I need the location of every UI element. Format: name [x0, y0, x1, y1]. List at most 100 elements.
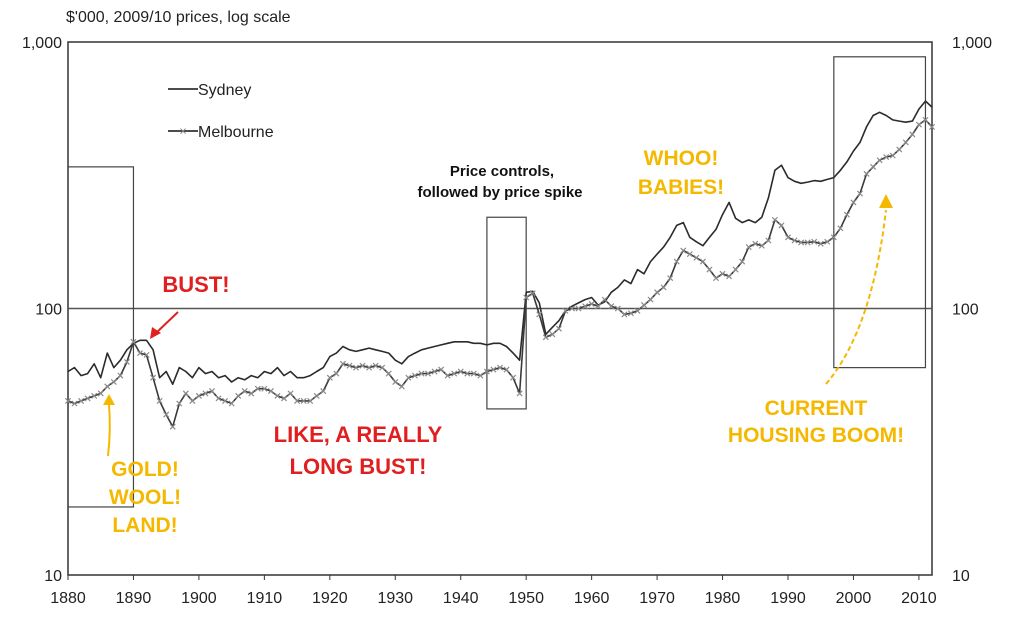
melbourne-point — [680, 247, 687, 254]
melbourne-point — [771, 216, 778, 223]
melbourne-point — [523, 294, 530, 301]
x-tick-label: 1970 — [639, 590, 675, 607]
price-controls-line-1: Price controls, — [450, 163, 554, 180]
babies-line-2: BABIES! — [638, 176, 724, 199]
melbourne-point — [143, 351, 150, 358]
boom-line-2: HOUSING BOOM! — [728, 424, 904, 447]
melbourne-point — [261, 385, 268, 392]
annotation-boxes — [67, 56, 927, 508]
melbourne-point — [457, 368, 464, 375]
melbourne-point — [928, 123, 936, 130]
melbourne-point — [385, 370, 392, 377]
melbourne-point — [817, 240, 824, 247]
melbourne-point — [496, 364, 504, 371]
melbourne-point — [706, 266, 713, 273]
melbourne-point — [352, 364, 360, 371]
melbourne-point — [640, 302, 648, 309]
melbourne-point — [366, 364, 373, 371]
melbourne-point — [405, 374, 412, 381]
gold-arrow — [107, 403, 111, 457]
melbourne-point — [392, 378, 399, 386]
melbourne-point — [614, 305, 621, 312]
melbourne-point — [104, 383, 111, 390]
melbourne-point — [346, 362, 353, 369]
legend: Sydney × Melbourne — [168, 82, 274, 141]
melbourne-point — [333, 370, 340, 377]
melbourne-point — [182, 390, 189, 397]
melbourne-point — [176, 400, 183, 407]
melbourne-point — [241, 388, 248, 395]
melbourne-point — [189, 397, 196, 404]
melbourne-point — [307, 397, 314, 404]
melbourne-point — [516, 390, 523, 397]
melbourne-point — [150, 374, 157, 381]
melbourne-point — [575, 305, 582, 312]
melbourne-point — [438, 366, 445, 373]
melbourne-point — [163, 411, 170, 418]
melbourne-point — [915, 121, 922, 128]
melbourne-point — [784, 234, 792, 241]
melbourne-point — [811, 238, 818, 245]
x-tick-label: 1990 — [770, 590, 806, 607]
melbourne-point — [804, 239, 811, 246]
melbourne-point — [313, 392, 320, 399]
y-tick-label-left: 1,000 — [22, 35, 62, 52]
melbourne-point — [444, 372, 451, 379]
melbourne-point — [699, 258, 706, 265]
melbourne-point — [326, 374, 333, 381]
melbourne-point — [647, 296, 654, 303]
melbourne-point — [411, 372, 418, 379]
melbourne-point — [660, 284, 667, 291]
melbourne-point — [830, 234, 837, 241]
melbourne-point — [582, 303, 589, 310]
melbourne-point — [195, 392, 202, 399]
melbourne-point — [922, 116, 929, 123]
axes: 1880 1890 1900 1910 1920 1930 1940 1950 1960 1970… — [22, 35, 992, 607]
boom-arrowhead — [879, 194, 893, 208]
melbourne-point — [254, 385, 261, 392]
unit-label: $'000, 2009/10 prices, log scale — [66, 9, 291, 26]
melbourne-point — [752, 240, 759, 247]
melbourne-point — [451, 370, 458, 377]
melbourne-point — [320, 388, 327, 395]
melbourne-point — [883, 154, 890, 161]
x-tick-label: 1890 — [116, 590, 152, 607]
melbourne-point — [280, 395, 288, 402]
melbourne-point — [667, 275, 674, 282]
melbourne-point — [130, 338, 137, 345]
melbourne-point — [490, 366, 497, 373]
melbourne-point — [483, 368, 490, 375]
melbourne-point — [863, 170, 870, 177]
melbourne-point — [215, 395, 222, 402]
x-tick-label: 1980 — [705, 590, 741, 607]
melbourne-point — [339, 360, 346, 367]
bust-arrowhead — [150, 327, 161, 339]
melbourne-point — [588, 300, 595, 307]
bust-note: BUST! — [162, 272, 229, 297]
melbourne-point — [84, 395, 91, 402]
melbourne-point — [294, 397, 301, 404]
melbourne-point — [248, 390, 255, 397]
gold-note-line-3: LAND! — [112, 514, 177, 537]
melbourne-point — [824, 238, 831, 245]
legend-melbourne-label: Melbourne — [198, 124, 274, 141]
melbourne-point — [117, 372, 124, 379]
x-tick-label: 1930 — [377, 590, 413, 607]
melbourne-point — [595, 303, 602, 310]
melbourne-point — [136, 350, 144, 357]
y-tick-label-left: 100 — [35, 302, 62, 319]
y-tick-label-right: 100 — [952, 302, 979, 319]
melbourne-point — [477, 372, 484, 379]
melbourne-point — [123, 358, 130, 366]
melbourne-point — [398, 383, 405, 390]
melbourne-point — [726, 273, 733, 280]
melbourne-point — [110, 378, 117, 386]
melbourne-point — [529, 290, 536, 297]
annotations: Price controls, followed by price spike … — [103, 147, 904, 537]
melbourne-point — [791, 237, 798, 244]
melbourne-point — [896, 146, 903, 153]
melbourne-point — [372, 362, 379, 369]
babies-line-1: WHOO! — [644, 147, 719, 170]
melbourne-point — [739, 258, 746, 265]
melbourne-point — [464, 370, 471, 377]
